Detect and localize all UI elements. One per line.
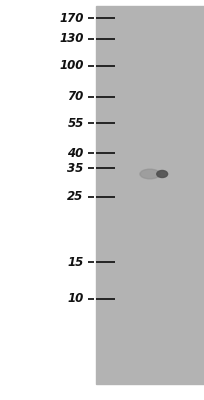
Text: 15: 15 bbox=[67, 256, 84, 268]
Bar bbox=[96, 6, 204, 384]
Text: 10: 10 bbox=[67, 292, 84, 305]
Text: 40: 40 bbox=[67, 147, 84, 160]
Ellipse shape bbox=[157, 170, 168, 178]
Text: 35: 35 bbox=[67, 162, 84, 174]
Text: 130: 130 bbox=[59, 32, 84, 45]
Text: 170: 170 bbox=[59, 12, 84, 24]
Text: 55: 55 bbox=[67, 117, 84, 130]
Text: 70: 70 bbox=[67, 90, 84, 103]
Text: 25: 25 bbox=[67, 190, 84, 203]
Text: 100: 100 bbox=[59, 59, 84, 72]
Ellipse shape bbox=[140, 169, 160, 179]
